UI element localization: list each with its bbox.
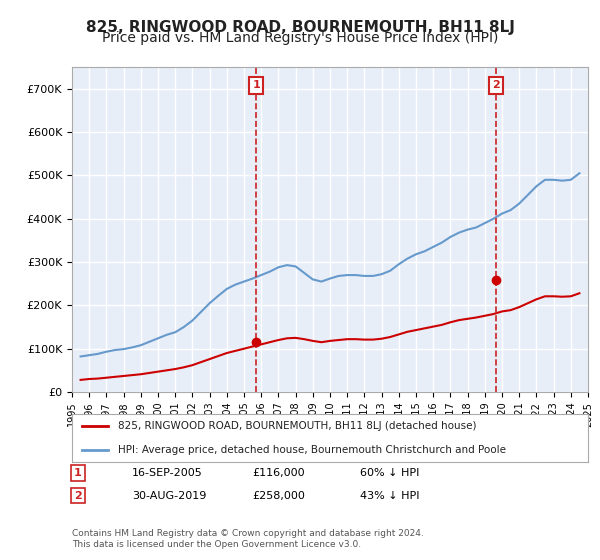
Text: Contains HM Land Registry data © Crown copyright and database right 2024.
This d: Contains HM Land Registry data © Crown c…	[72, 529, 424, 549]
Text: 1: 1	[74, 468, 82, 478]
Text: 2: 2	[492, 80, 500, 90]
Text: 30-AUG-2019: 30-AUG-2019	[132, 491, 206, 501]
Text: 1: 1	[253, 80, 260, 90]
Text: HPI: Average price, detached house, Bournemouth Christchurch and Poole: HPI: Average price, detached house, Bour…	[118, 445, 506, 455]
Text: 60% ↓ HPI: 60% ↓ HPI	[360, 468, 419, 478]
Text: £116,000: £116,000	[252, 468, 305, 478]
Text: £258,000: £258,000	[252, 491, 305, 501]
Text: Price paid vs. HM Land Registry's House Price Index (HPI): Price paid vs. HM Land Registry's House …	[102, 31, 498, 45]
Text: 43% ↓ HPI: 43% ↓ HPI	[360, 491, 419, 501]
Text: 825, RINGWOOD ROAD, BOURNEMOUTH, BH11 8LJ: 825, RINGWOOD ROAD, BOURNEMOUTH, BH11 8L…	[86, 20, 514, 35]
Text: 16-SEP-2005: 16-SEP-2005	[132, 468, 203, 478]
Text: 2: 2	[74, 491, 82, 501]
Text: 825, RINGWOOD ROAD, BOURNEMOUTH, BH11 8LJ (detached house): 825, RINGWOOD ROAD, BOURNEMOUTH, BH11 8L…	[118, 421, 477, 431]
